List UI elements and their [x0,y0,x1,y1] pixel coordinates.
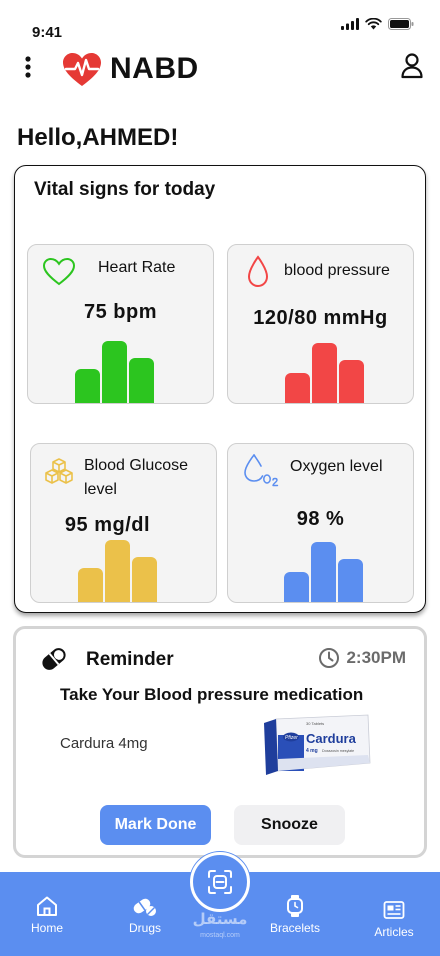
watermark: مستقل mostaql.com [190,912,250,944]
nav-label: Drugs [128,921,161,935]
drug-box-top-text: 30 Tablets [306,721,324,726]
vital-bar-1 [285,373,310,403]
battery-icon [388,18,414,30]
vital-bars [78,540,157,602]
reminder-title: Reminder [86,649,174,670]
profile-icon[interactable] [400,52,424,80]
articles-icon [383,901,405,919]
vital-bars [75,341,154,403]
scan-face-icon [208,870,232,894]
vital-bar-2 [102,341,127,403]
vital-bars [285,343,364,403]
nav-item-articles[interactable]: Articles [354,898,434,939]
vital-bar-1 [78,568,103,602]
nav-item-drugs[interactable]: Drugs [105,894,185,935]
vital-value: 95 mg/dl [64,514,151,536]
heart-pulse-logo-icon [63,53,101,86]
reminder-time: 2:30PM [346,648,406,667]
vital-tile-blood-glucose[interactable]: Blood Glucose level 95 mg/dl [30,443,217,603]
vital-value: 98 % [296,508,345,530]
pill-capsule-icon [42,648,66,670]
status-bar: 9:41 [0,0,440,44]
watch-icon [287,895,303,917]
watermark-text: مستقل [192,911,248,928]
nav-label: Home [30,921,63,935]
nav-item-bracelets[interactable]: Bracelets [255,894,335,935]
mark-done-button[interactable]: Mark Done [100,805,211,845]
nav-label: Articles [374,925,414,939]
vital-label: blood pressure [284,262,390,279]
vital-bar-2 [105,540,130,602]
wifi-icon [365,18,382,30]
snooze-button[interactable]: Snooze [234,805,345,845]
vital-label: Oxygen level [290,458,383,475]
nav-label: Bracelets [269,921,321,935]
reminder-card: Reminder 2:30PM Take Your Blood pressure… [13,626,427,858]
drug-box-subtext: Doxazosin mesylate [322,749,354,753]
drug-box-brand: Cardura [306,731,357,746]
nav-item-home[interactable]: Home [7,894,87,935]
vital-bar-2 [311,542,336,602]
vital-bars [284,542,363,602]
reminder-message: Take Your Blood pressure medication [60,685,364,704]
reminder-time-wrap: 2:30PM [318,647,406,669]
app-header: NABD [0,50,440,94]
scan-button[interactable] [190,852,250,912]
vital-bar-1 [75,369,100,403]
sugar-cubes-icon [45,458,73,484]
vital-label: Heart Rate [98,259,176,276]
heart-icon [42,257,76,286]
home-icon [37,896,57,916]
status-time: 9:41 [32,24,63,41]
vital-bar-1 [284,572,309,602]
vital-bar-3 [339,360,364,403]
drug-name: Cardura 4mg [60,735,148,752]
vital-bar-3 [132,557,157,602]
vital-bar-2 [312,343,337,403]
blood-drop-icon [247,255,269,288]
drug-box-maker: Pfizer [285,735,298,741]
vital-bar-3 [338,559,363,602]
vital-label: Blood Glucose level [84,457,189,498]
medicine-box-image: Pfizer 30 Tablets Cardura 4 mg Doxazosin… [264,714,371,775]
vitals-card: Vital signs for today Heart Rate 75 bpm … [14,165,426,613]
cellular-signal-icon [341,18,359,30]
clock-icon [319,648,340,668]
drug-box-dose: 4 mg [306,748,318,754]
vital-bar-3 [129,358,154,403]
vital-tile-blood-pressure[interactable]: blood pressure 120/80 mmHg [227,244,414,404]
vital-value: 120/80 mmHg [253,307,388,329]
app-title: NABD [110,52,199,85]
pills-icon [133,898,156,916]
more-menu-icon[interactable] [20,54,36,82]
vital-value: 75 bpm [83,301,158,323]
greeting: Hello,AHMED! [17,124,179,151]
status-icons [341,18,414,30]
oxygen-icon [244,454,279,487]
vital-tile-oxygen[interactable]: Oxygen level 98 % [227,443,414,603]
vital-tile-heart-rate[interactable]: Heart Rate 75 bpm [27,244,214,404]
watermark-sub: mostaql.com [200,932,240,939]
vitals-title: Vital signs for today [34,179,216,200]
